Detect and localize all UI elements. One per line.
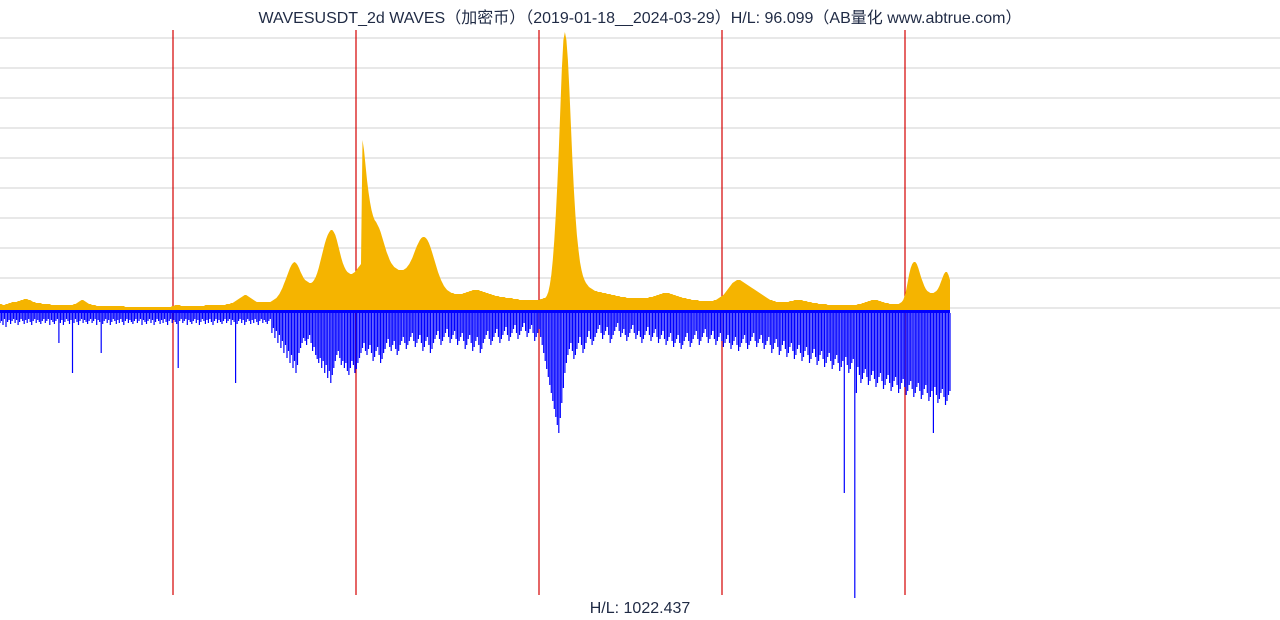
chart-canvas [0,0,1280,620]
price-volume-chart: WAVESUSDT_2d WAVES（加密币）（2019-01-18__2024… [0,0,1280,620]
chart-footer: H/L: 1022.437 [0,600,1280,618]
